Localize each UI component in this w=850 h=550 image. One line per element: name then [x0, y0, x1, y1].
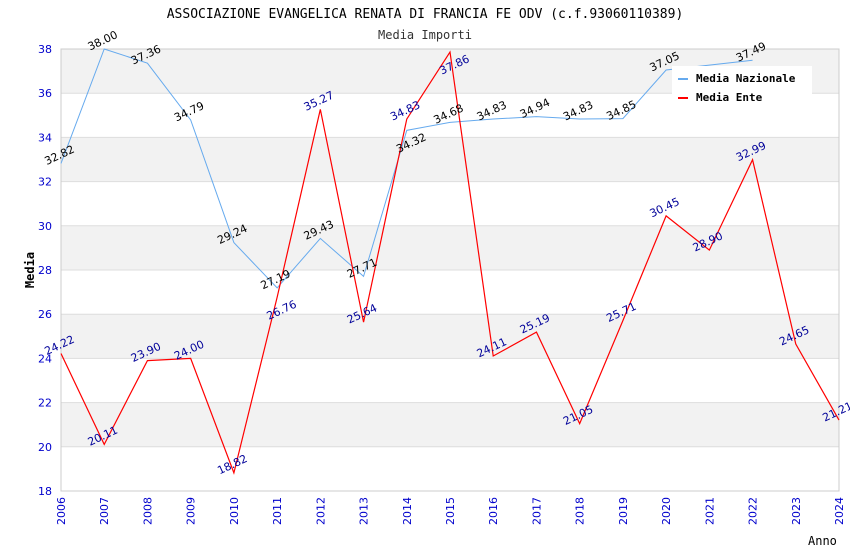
x-tick-label: 2016	[487, 497, 500, 525]
y-tick-label: 28	[38, 264, 52, 277]
x-tick-label: 2021	[703, 497, 716, 525]
y-tick-label: 18	[38, 485, 52, 498]
plot-band	[61, 225, 839, 270]
plot-band	[61, 181, 839, 226]
x-tick-label: 2022	[747, 497, 760, 525]
x-tick-label: 2008	[141, 497, 154, 525]
legend-label-nazionale: Media Nazionale	[696, 72, 796, 85]
y-tick-label: 20	[38, 441, 52, 454]
x-tick-label: 2023	[790, 497, 803, 525]
y-tick-label: 30	[38, 220, 52, 233]
y-tick-label: 36	[38, 87, 52, 100]
chart-title: ASSOCIAZIONE EVANGELICA RENATA DI FRANCI…	[167, 7, 684, 22]
x-tick-label: 2024	[833, 497, 846, 525]
x-tick-label: 2007	[98, 497, 111, 525]
y-tick-label: 34	[38, 131, 52, 144]
y-tick-label: 24	[38, 352, 52, 365]
x-tick-label: 2018	[574, 497, 587, 525]
x-axis-label: Anno	[808, 534, 837, 548]
x-tick-label: 2012	[314, 497, 327, 525]
x-tick-label: 2020	[660, 497, 673, 525]
x-tick-label: 2017	[530, 497, 543, 525]
legend-swatch-ente	[678, 97, 688, 99]
x-tick-label: 2015	[444, 497, 457, 525]
y-tick-label: 26	[38, 308, 52, 321]
chart-subtitle: Media Importi	[378, 28, 472, 42]
plot-band	[61, 402, 839, 447]
x-tick-label: 2010	[228, 497, 241, 525]
legend: Media Nazionale Media Ente	[672, 66, 812, 110]
x-tick-label: 2011	[271, 497, 284, 525]
series-line-ente	[60, 50, 840, 475]
y-tick-label: 32	[38, 176, 52, 189]
plot-border	[60, 48, 840, 492]
plot-band	[61, 270, 839, 315]
plot-band	[61, 446, 839, 491]
x-tick-label: 2013	[358, 497, 371, 525]
legend-label-ente: Media Ente	[696, 91, 763, 104]
x-tick-label: 2019	[617, 497, 630, 525]
plot-band	[61, 358, 839, 403]
series-line-nazionale	[60, 48, 753, 289]
y-axis-label: Media	[23, 252, 37, 288]
x-tick-label: 2009	[185, 497, 198, 525]
legend-swatch-nazionale	[678, 78, 688, 80]
x-tick-label: 2014	[401, 497, 414, 525]
y-tick-label: 38	[38, 43, 52, 56]
y-tick-label: 22	[38, 397, 52, 410]
x-tick-label: 2006	[55, 497, 68, 525]
plot-band	[61, 137, 839, 182]
plot-band	[61, 314, 839, 359]
